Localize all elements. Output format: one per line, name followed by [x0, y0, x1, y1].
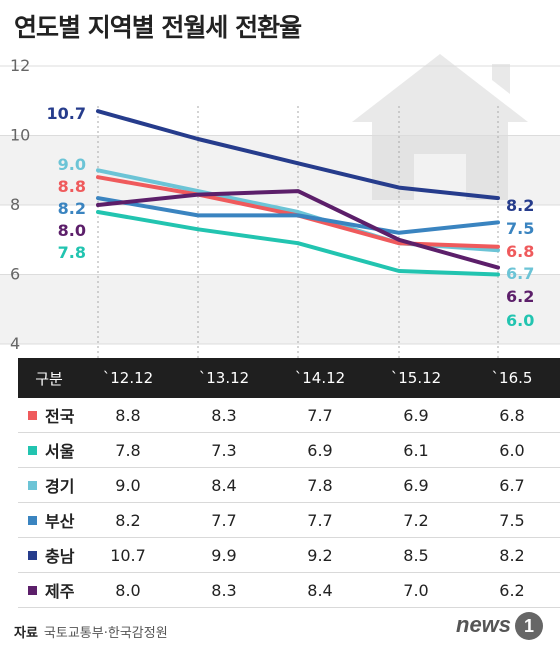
region-name: 충남 — [45, 547, 75, 566]
page-title: 연도별 지역별 전월세 전환율 — [14, 13, 302, 42]
table-body: 전국 8.8 8.3 7.7 6.9 6.8 서울 7.8 7.3 6.9 6.1 6.0 경기 9.0 8… — [18, 398, 560, 608]
line-chart: 4 6 8 10 12 10.7 8.2 9.0 6.7 8.8 6.8 8.2 7.5 8.0 6.2 7.… — [0, 54, 560, 358]
table-cell: 8.2 — [115, 510, 141, 530]
start-value-label: 9.0 — [58, 155, 86, 174]
end-value-label: 6.7 — [506, 264, 534, 283]
data-table: 구분 `12.12 `13.12 `14.12 `15.12 `16.5 전국 8… — [18, 358, 560, 608]
legend-swatch — [28, 515, 37, 525]
table-cell: 6.9 — [307, 440, 333, 460]
region-name: 서울 — [45, 442, 75, 461]
series-line-제주 — [96, 189, 500, 270]
legend-swatch — [28, 550, 37, 560]
series-line-충남 — [96, 109, 500, 201]
table-cell: 7.5 — [499, 510, 525, 530]
region-name: 전국 — [45, 407, 75, 426]
table-header: 구분 `12.12 `13.12 `14.12 `15.12 `16.5 — [18, 358, 560, 398]
row-label: 서울 — [18, 438, 80, 462]
end-value-label: 6.2 — [506, 287, 534, 306]
table-header-year: `12.12 — [102, 369, 154, 387]
y-tick-label: 4 — [10, 334, 20, 353]
legend-swatch — [28, 410, 37, 420]
table-cell: 7.7 — [307, 405, 333, 425]
table-cell: 8.4 — [211, 475, 237, 495]
series-line-부산 — [96, 196, 500, 235]
legend-swatch — [28, 480, 37, 490]
table-row: 전국 8.8 8.3 7.7 6.9 6.8 — [18, 398, 560, 433]
region-name: 부산 — [45, 512, 75, 531]
source-note: 자료 국토교통부·한국감정원 — [14, 622, 168, 641]
table-cell: 8.3 — [211, 580, 237, 600]
table-header-label: 구분 — [35, 369, 63, 388]
table-cell: 8.8 — [115, 405, 141, 425]
start-value-label: 8.8 — [58, 177, 86, 196]
table-cell: 7.8 — [115, 440, 141, 460]
table-header-year: `16.5 — [491, 369, 533, 387]
table-cell: 6.7 — [499, 475, 525, 495]
row-label: 부산 — [18, 508, 80, 532]
y-tick-label: 8 — [10, 195, 20, 214]
news1-logo: news 1 — [456, 612, 544, 640]
row-label: 제주 — [18, 578, 80, 602]
grid-band — [0, 274, 560, 344]
end-value-label: 8.2 — [506, 196, 534, 215]
region-name: 경기 — [45, 477, 75, 496]
table-cell: 7.0 — [403, 580, 429, 600]
start-value-label: 10.7 — [47, 104, 86, 123]
y-tick-label: 12 — [10, 56, 30, 75]
table-cell: 6.9 — [403, 405, 429, 425]
region-name: 제주 — [45, 582, 75, 601]
end-value-label: 6.0 — [506, 311, 534, 330]
table-cell: 8.0 — [115, 580, 141, 600]
table-cell: 8.2 — [499, 545, 525, 565]
table-row: 서울 7.8 7.3 6.9 6.1 6.0 — [18, 433, 560, 468]
start-value-label: 8.2 — [58, 199, 86, 218]
table-cell: 6.0 — [499, 440, 525, 460]
row-label: 전국 — [18, 403, 80, 427]
start-value-label: 7.8 — [58, 243, 86, 262]
table-cell: 6.9 — [403, 475, 429, 495]
table-cell: 9.9 — [211, 545, 237, 565]
table-cell: 7.2 — [403, 510, 429, 530]
table-cell: 8.4 — [307, 580, 333, 600]
table-cell: 10.7 — [110, 545, 146, 565]
table-cell: 9.0 — [115, 475, 141, 495]
table-row: 제주 8.0 8.3 8.4 7.0 6.2 — [18, 573, 560, 608]
table-cell: 6.8 — [499, 405, 525, 425]
logo-mark: 1 — [515, 612, 544, 640]
table-row: 경기 9.0 8.4 7.8 6.9 6.7 — [18, 468, 560, 503]
end-value-label: 6.8 — [506, 242, 534, 261]
table-row: 부산 8.2 7.7 7.7 7.2 7.5 — [18, 503, 560, 538]
row-label: 충남 — [18, 543, 80, 567]
row-label: 경기 — [18, 473, 80, 497]
start-value-label: 8.0 — [58, 221, 86, 240]
table-header-year: `14.12 — [294, 369, 346, 387]
table-cell: 7.8 — [307, 475, 333, 495]
legend-swatch — [28, 585, 37, 595]
y-tick-label: 6 — [10, 265, 20, 284]
series-line-서울 — [96, 210, 500, 277]
table-cell: 9.2 — [307, 545, 333, 565]
table-cell: 6.1 — [403, 440, 429, 460]
legend-swatch — [28, 445, 37, 455]
table-cell: 8.5 — [403, 545, 429, 565]
source-label: 자료 — [14, 626, 38, 641]
table-row: 충남 10.7 9.9 9.2 8.5 8.2 — [18, 538, 560, 573]
table-header-year: `15.12 — [390, 369, 442, 387]
source-text: 국토교통부·한국감정원 — [43, 626, 168, 641]
table-cell: 8.3 — [211, 405, 237, 425]
table-cell: 7.7 — [211, 510, 237, 530]
end-value-label: 7.5 — [506, 219, 534, 238]
house-icon — [352, 54, 528, 200]
table-cell: 7.7 — [307, 510, 333, 530]
y-tick-label: 10 — [10, 126, 30, 145]
table-cell: 7.3 — [211, 440, 237, 460]
table-header-year: `13.12 — [198, 369, 250, 387]
logo-text: news — [456, 612, 512, 637]
table-cell: 6.2 — [499, 580, 525, 600]
